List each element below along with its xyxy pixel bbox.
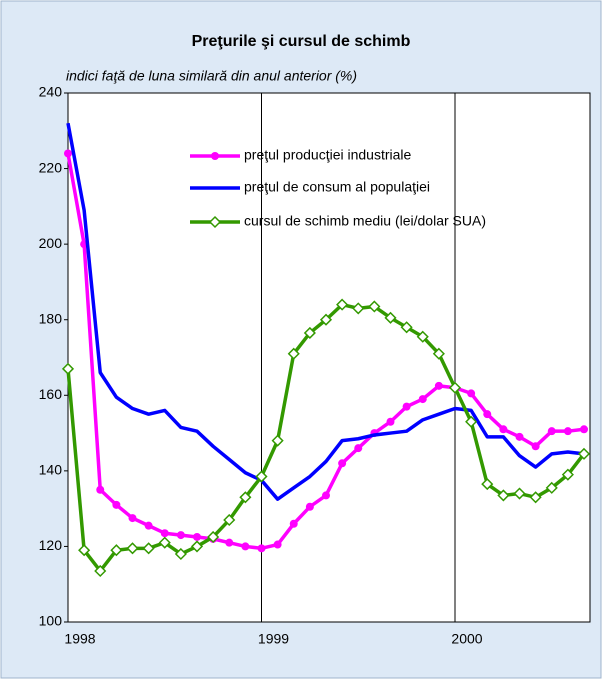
- data-point: [158, 536, 171, 549]
- data-point: [287, 347, 300, 360]
- legend-label: preţul producţiei industriale: [244, 147, 412, 163]
- data-point: [190, 540, 204, 553]
- y-tick-label: 180: [39, 310, 63, 326]
- y-tick-label: 240: [39, 84, 63, 100]
- data-point: [207, 530, 220, 544]
- data-point: [448, 381, 462, 394]
- data-point: [545, 481, 558, 494]
- data-point: [94, 564, 107, 578]
- legend-marker: [208, 215, 222, 229]
- data-point: [174, 547, 187, 561]
- data-point: [96, 485, 105, 494]
- data-point: [434, 381, 443, 390]
- data-point: [271, 434, 284, 447]
- data-point: [128, 514, 137, 523]
- data-point: [577, 447, 591, 460]
- data-point: [386, 417, 395, 426]
- data-point: [499, 425, 508, 434]
- data-point: [354, 444, 363, 453]
- data-point: [563, 427, 572, 436]
- data-point: [384, 311, 397, 324]
- data-point: [273, 540, 282, 549]
- data-point: [467, 389, 476, 398]
- data-point: [432, 347, 445, 360]
- x-tick-label: 1999: [258, 631, 289, 647]
- data-point: [418, 395, 427, 404]
- data-point: [497, 489, 510, 502]
- data-point: [515, 432, 524, 441]
- legend-label: preţul de consum al populaţiei: [244, 179, 430, 195]
- data-point: [402, 402, 411, 411]
- data-point: [61, 362, 75, 375]
- data-point: [78, 544, 91, 557]
- data-point: [64, 149, 72, 158]
- y-tick-label: 220: [39, 159, 63, 175]
- plot-area: [67, 92, 591, 623]
- data-point: [322, 491, 330, 500]
- data-point: [126, 542, 139, 555]
- data-point: [176, 531, 185, 540]
- data-point: [352, 302, 365, 315]
- data-point: [239, 491, 252, 504]
- data-point: [336, 298, 349, 311]
- chart-title: Preţurile şi cursul de schimb: [192, 33, 411, 50]
- x-tick-label: 2000: [451, 631, 482, 647]
- y-tick-label: 120: [39, 537, 63, 553]
- data-point: [368, 300, 381, 313]
- data-point: [257, 544, 266, 553]
- data-point: [416, 330, 429, 343]
- series-line: [66, 122, 585, 501]
- data-point: [144, 521, 153, 530]
- data-point: [255, 470, 268, 483]
- data-point: [531, 442, 540, 451]
- data-point: [483, 410, 492, 419]
- legend-label: cursul de schimb mediu (lei/dolar SUA): [244, 213, 486, 229]
- y-tick-label: 100: [39, 613, 63, 629]
- data-point: [561, 468, 574, 481]
- data-point: [400, 321, 413, 334]
- data-point: [547, 427, 556, 436]
- x-tick-label: 1998: [64, 631, 95, 647]
- data-point: [305, 502, 314, 511]
- data-point: [160, 529, 169, 538]
- legend-marker: [211, 152, 219, 160]
- data-point: [241, 542, 250, 551]
- y-tick-label: 200: [39, 235, 63, 251]
- data-point: [193, 532, 201, 541]
- data-point: [289, 519, 298, 528]
- data-point: [319, 313, 333, 326]
- data-point: [481, 478, 494, 491]
- data-point: [223, 513, 236, 527]
- data-point: [110, 544, 123, 557]
- data-point: [338, 459, 347, 468]
- data-point: [465, 415, 478, 428]
- data-point: [225, 538, 234, 547]
- data-point: [303, 326, 316, 339]
- data-point: [142, 542, 155, 555]
- data-point: [580, 425, 588, 434]
- data-point: [513, 487, 526, 500]
- y-tick-label: 160: [39, 386, 63, 402]
- chart-subtitle: indici faţă de luna similară din anul an…: [66, 68, 357, 84]
- data-point: [112, 500, 121, 509]
- data-point: [529, 491, 542, 504]
- y-tick-label: 140: [39, 462, 63, 478]
